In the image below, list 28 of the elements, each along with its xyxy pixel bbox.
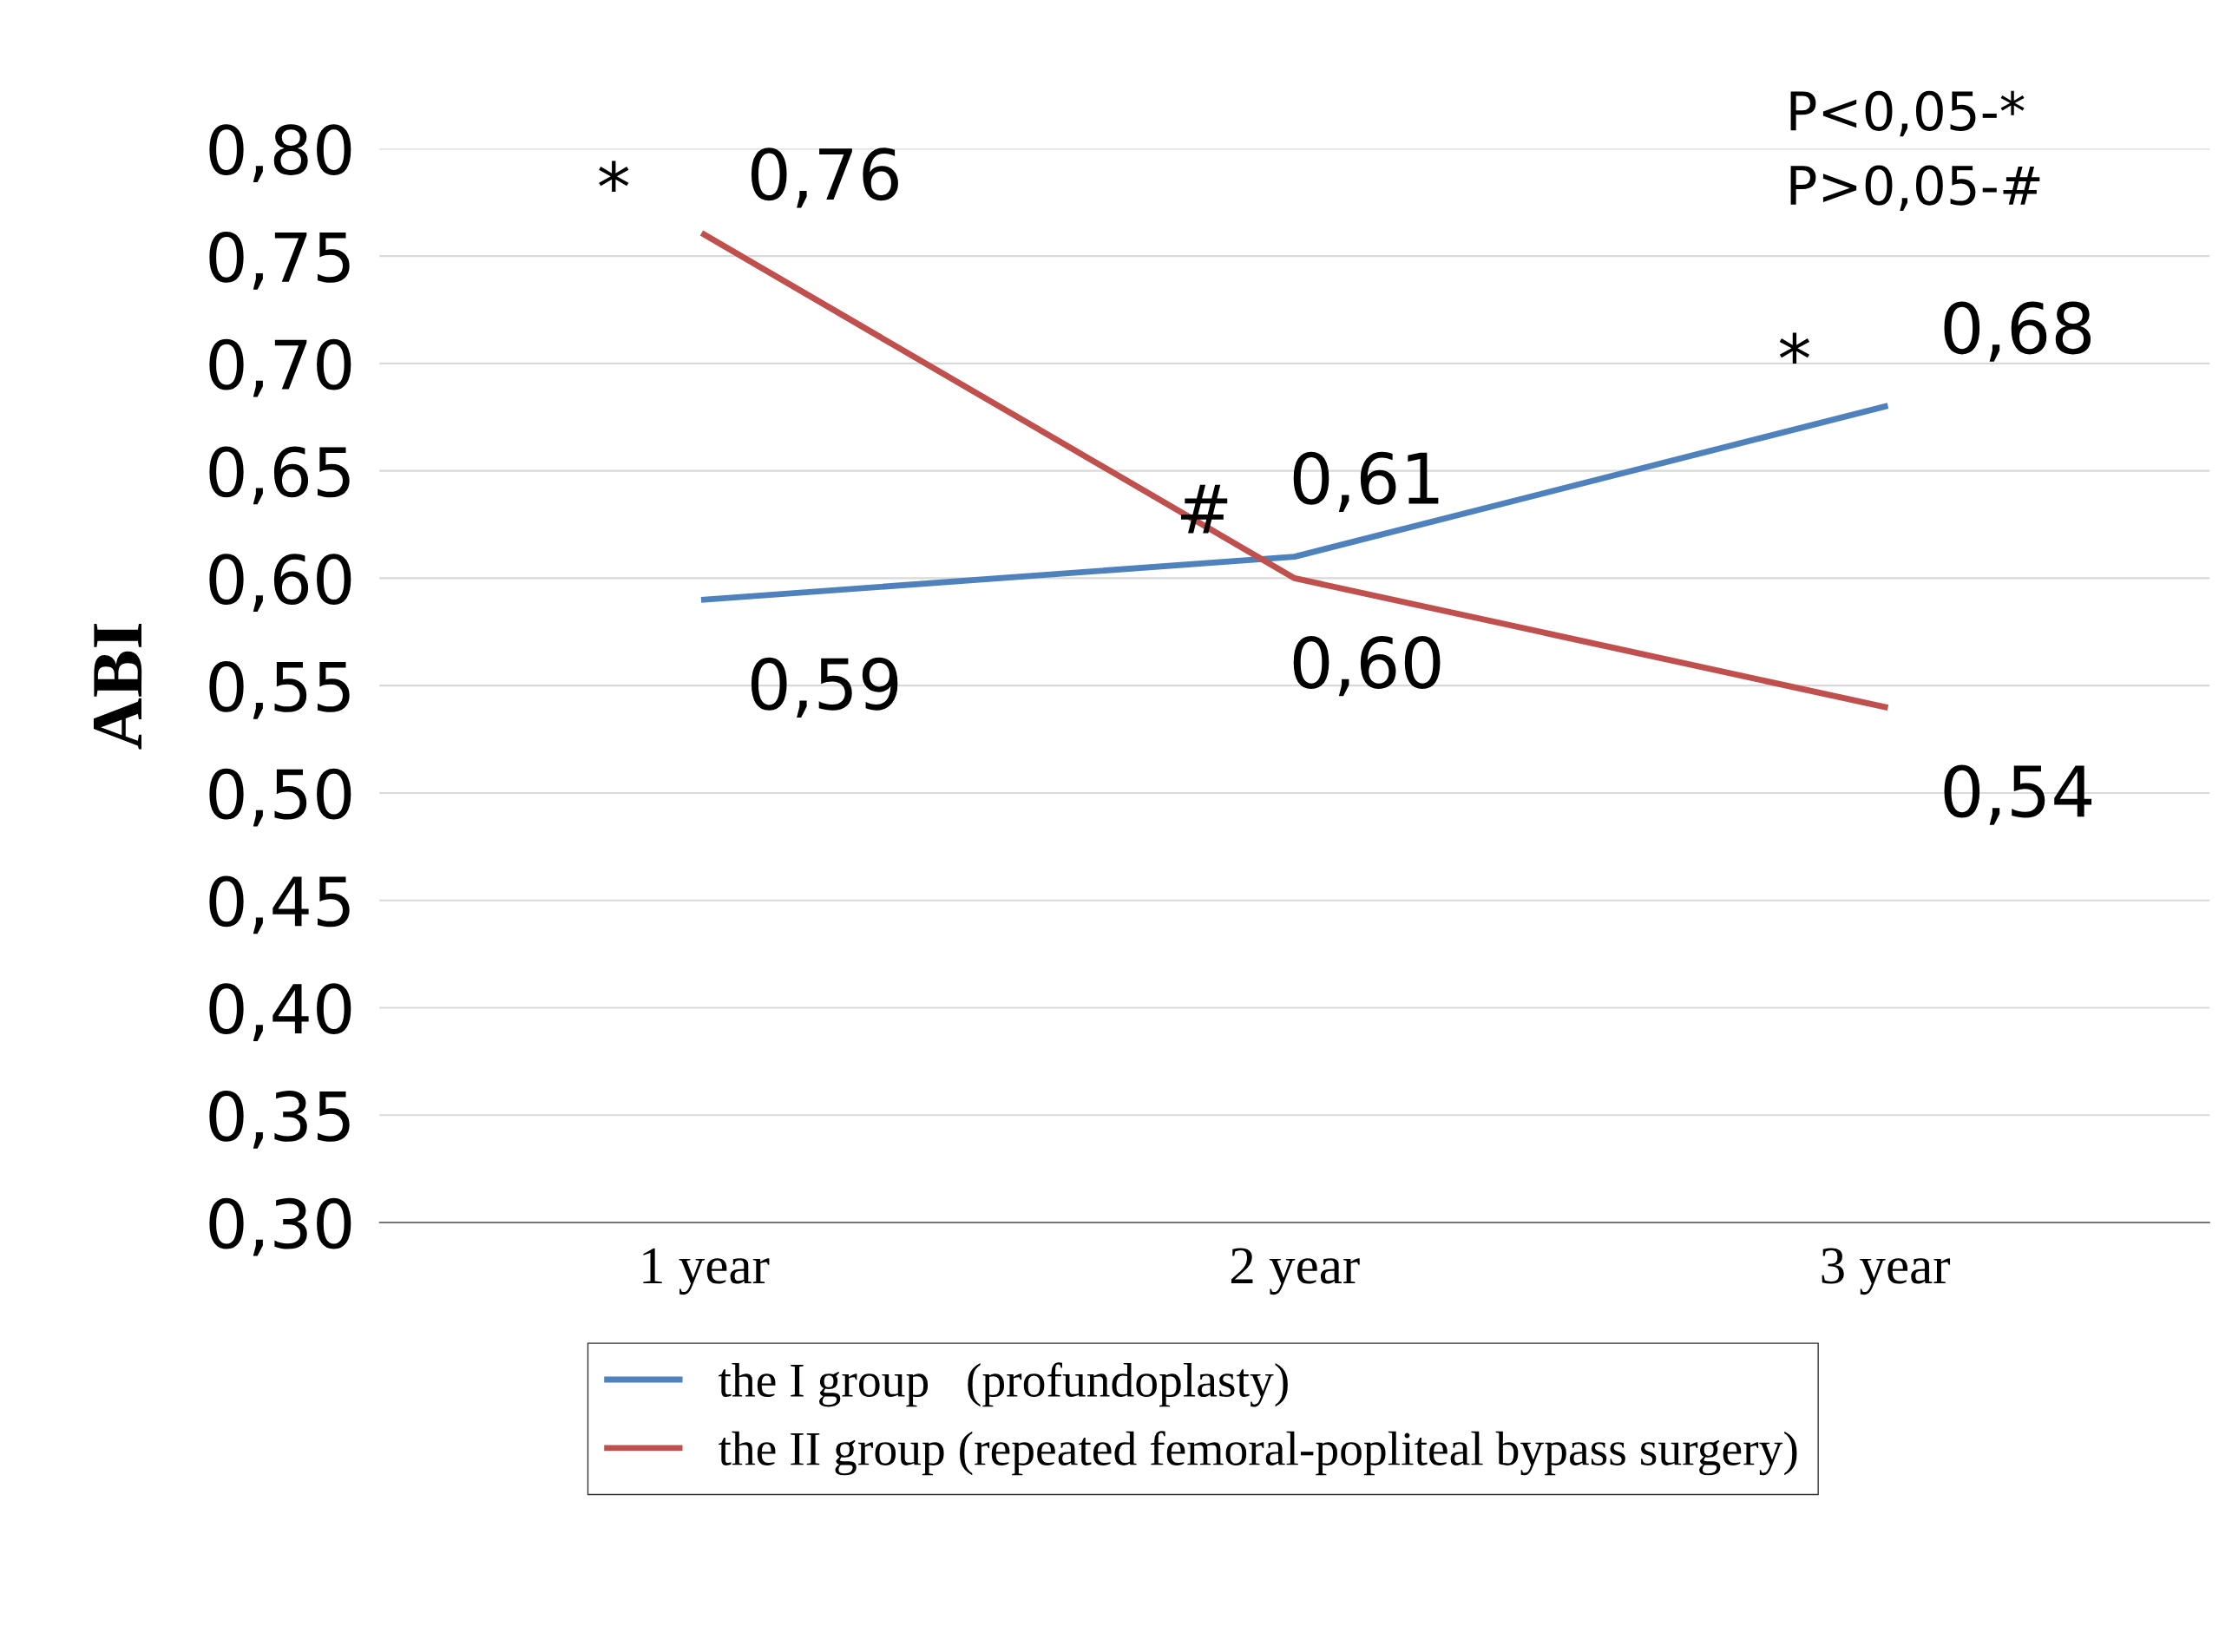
y-tick-label: 0,65 <box>209 446 350 505</box>
y-tick-label: 0,45 <box>209 875 350 934</box>
x-tick-label: 3 year <box>1822 1248 1951 1295</box>
annotation: * <box>1779 332 1810 364</box>
x-tick-label: 1 year <box>643 1248 770 1295</box>
legend-label: the II group (repeated femoral-popliteal bypass surgery) <box>719 1431 1797 1476</box>
x-tick-label: 2 year <box>1231 1248 1360 1295</box>
y-tick-label: 0,55 <box>209 660 350 719</box>
y-tick-label: 0,75 <box>209 231 350 290</box>
y-tick-label: 0,30 <box>209 1197 351 1256</box>
data-label: 0,54 <box>1944 764 2092 825</box>
text: P<0,05-* <box>1790 90 2025 137</box>
y-axis-title: ABI <box>93 623 142 750</box>
y-tick-label: 0,70 <box>209 338 351 397</box>
y-tick-label: 0,80 <box>209 124 351 182</box>
y-tick-label: 0,40 <box>209 983 351 1042</box>
data-label: 0,76 <box>751 148 898 208</box>
y-tick-label: 0,35 <box>209 1091 350 1149</box>
annotation: * <box>599 161 629 192</box>
annotation: P>0,05-# <box>1790 165 2040 211</box>
annotation: # <box>1181 484 1228 534</box>
y-tick-label: 0,50 <box>209 768 351 827</box>
data-label: 0,61 <box>1293 451 1439 512</box>
data-label: 0,60 <box>1293 636 1441 697</box>
data-label: 0,59 <box>751 657 898 718</box>
y-tick-label: 0,60 <box>209 554 351 612</box>
legend-label: the I group (profundoplasty) <box>719 1362 1288 1407</box>
data-label: 0,68 <box>1944 301 2091 362</box>
